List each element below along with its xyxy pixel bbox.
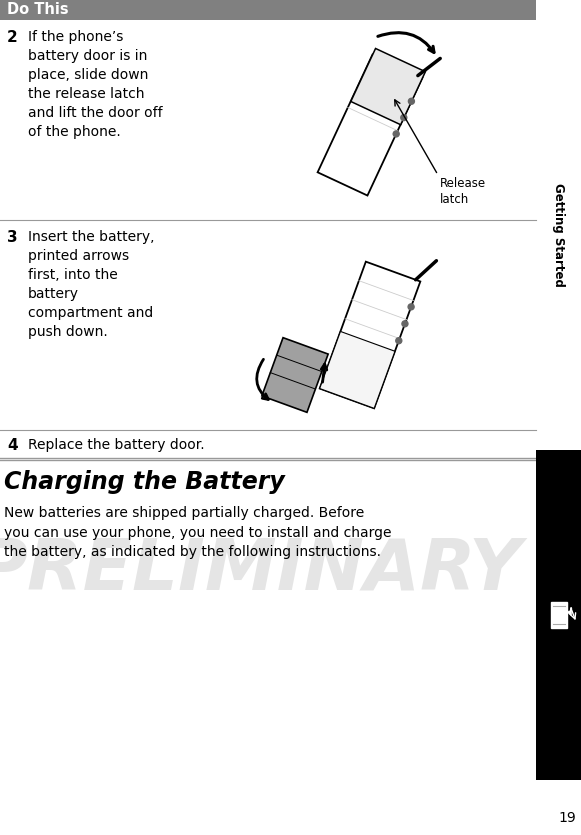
Text: 3: 3 — [7, 230, 17, 245]
Circle shape — [408, 304, 414, 310]
Circle shape — [408, 99, 414, 104]
Text: 4: 4 — [7, 438, 17, 453]
Polygon shape — [318, 54, 422, 195]
Text: 2: 2 — [7, 30, 18, 45]
Text: PRELIMINARY: PRELIMINARY — [0, 535, 522, 605]
Text: Getting Started: Getting Started — [552, 183, 565, 287]
Text: Release
latch: Release latch — [440, 177, 486, 206]
Circle shape — [401, 114, 407, 120]
Text: If the phone’s
battery door is in
place, slide down
the release latch
and lift t: If the phone’s battery door is in place,… — [28, 30, 163, 139]
Polygon shape — [551, 602, 566, 628]
Text: Charging the Battery: Charging the Battery — [4, 470, 285, 494]
Text: Replace the battery door.: Replace the battery door. — [28, 438, 205, 452]
Polygon shape — [320, 261, 420, 408]
Bar — [536, 450, 581, 780]
Circle shape — [396, 337, 402, 344]
Bar — [0, 0, 536, 20]
Circle shape — [402, 321, 408, 326]
Text: 19: 19 — [558, 811, 576, 825]
Polygon shape — [320, 331, 395, 408]
Polygon shape — [262, 337, 328, 412]
Circle shape — [393, 131, 399, 137]
Polygon shape — [351, 48, 425, 124]
Text: New batteries are shipped partially charged. Before
you can use your phone, you : New batteries are shipped partially char… — [4, 506, 392, 559]
Text: Insert the battery,
printed arrows
first, into the
battery
compartment and
push : Insert the battery, printed arrows first… — [28, 230, 155, 339]
Text: Do This: Do This — [7, 3, 69, 18]
